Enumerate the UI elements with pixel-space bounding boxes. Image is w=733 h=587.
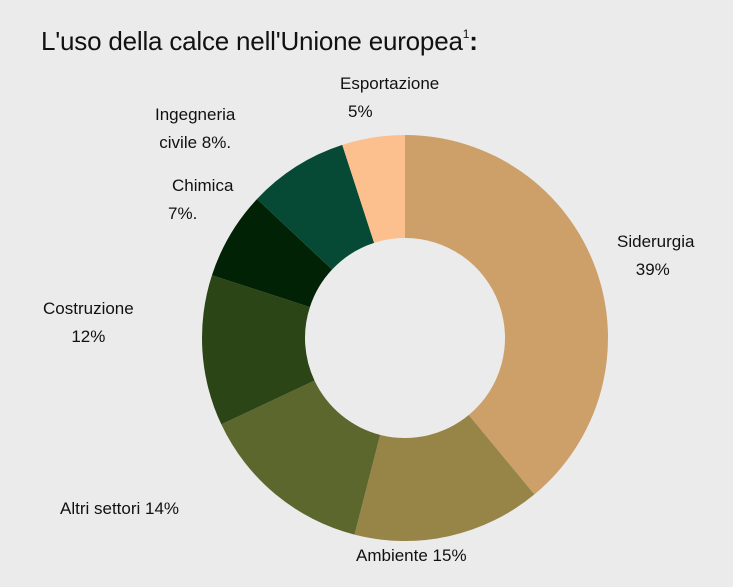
donut-slice-altri-settori <box>221 380 381 535</box>
chart-title: L'uso della calce nell'Unione europea1: <box>41 26 478 57</box>
label-esportazione-value: 5% <box>348 102 373 121</box>
label-ingegneria-name: Ingegneria <box>155 105 236 124</box>
label-chimica-name: Chimica <box>172 176 234 195</box>
label-siderurgia: Siderurgia 39% <box>617 228 695 284</box>
title-text: L'uso della calce nell'Unione europea <box>41 26 463 56</box>
title-colon: : <box>469 26 478 56</box>
donut-slice-ambiente <box>354 415 535 541</box>
label-ingegneria-civile: Ingegneria civile 8%. <box>155 101 235 157</box>
label-altri-settori: Altri settori 14% <box>60 495 179 523</box>
title-footnote-marker: 1 <box>462 27 470 42</box>
donut-slice-costruzione <box>202 275 315 425</box>
label-costruzione: Costruzione 12% <box>43 295 134 351</box>
donut-slice-chimica <box>211 199 333 308</box>
label-ambiente-text: Ambiente 15% <box>356 546 467 565</box>
label-ingegneria-value: civile 8%. <box>159 133 232 152</box>
label-siderurgia-name: Siderurgia <box>617 232 695 251</box>
label-chimica: Chimica 7%. <box>168 172 233 228</box>
donut-slice-siderurgia <box>405 135 609 495</box>
donut-slice-esportazione <box>342 135 405 243</box>
label-chimica-value: 7%. <box>168 204 198 223</box>
donut-slice-ingegneria-civile <box>257 144 375 270</box>
label-costruzione-value: 12% <box>71 327 106 346</box>
label-esportazione-name: Esportazione <box>340 74 440 93</box>
label-costruzione-name: Costruzione <box>43 299 134 318</box>
label-ambiente: Ambiente 15% <box>356 542 467 570</box>
label-siderurgia-value: 39% <box>635 260 670 279</box>
label-altri-settori-text: Altri settori 14% <box>60 499 180 518</box>
label-esportazione: Esportazione 5% <box>340 70 439 126</box>
